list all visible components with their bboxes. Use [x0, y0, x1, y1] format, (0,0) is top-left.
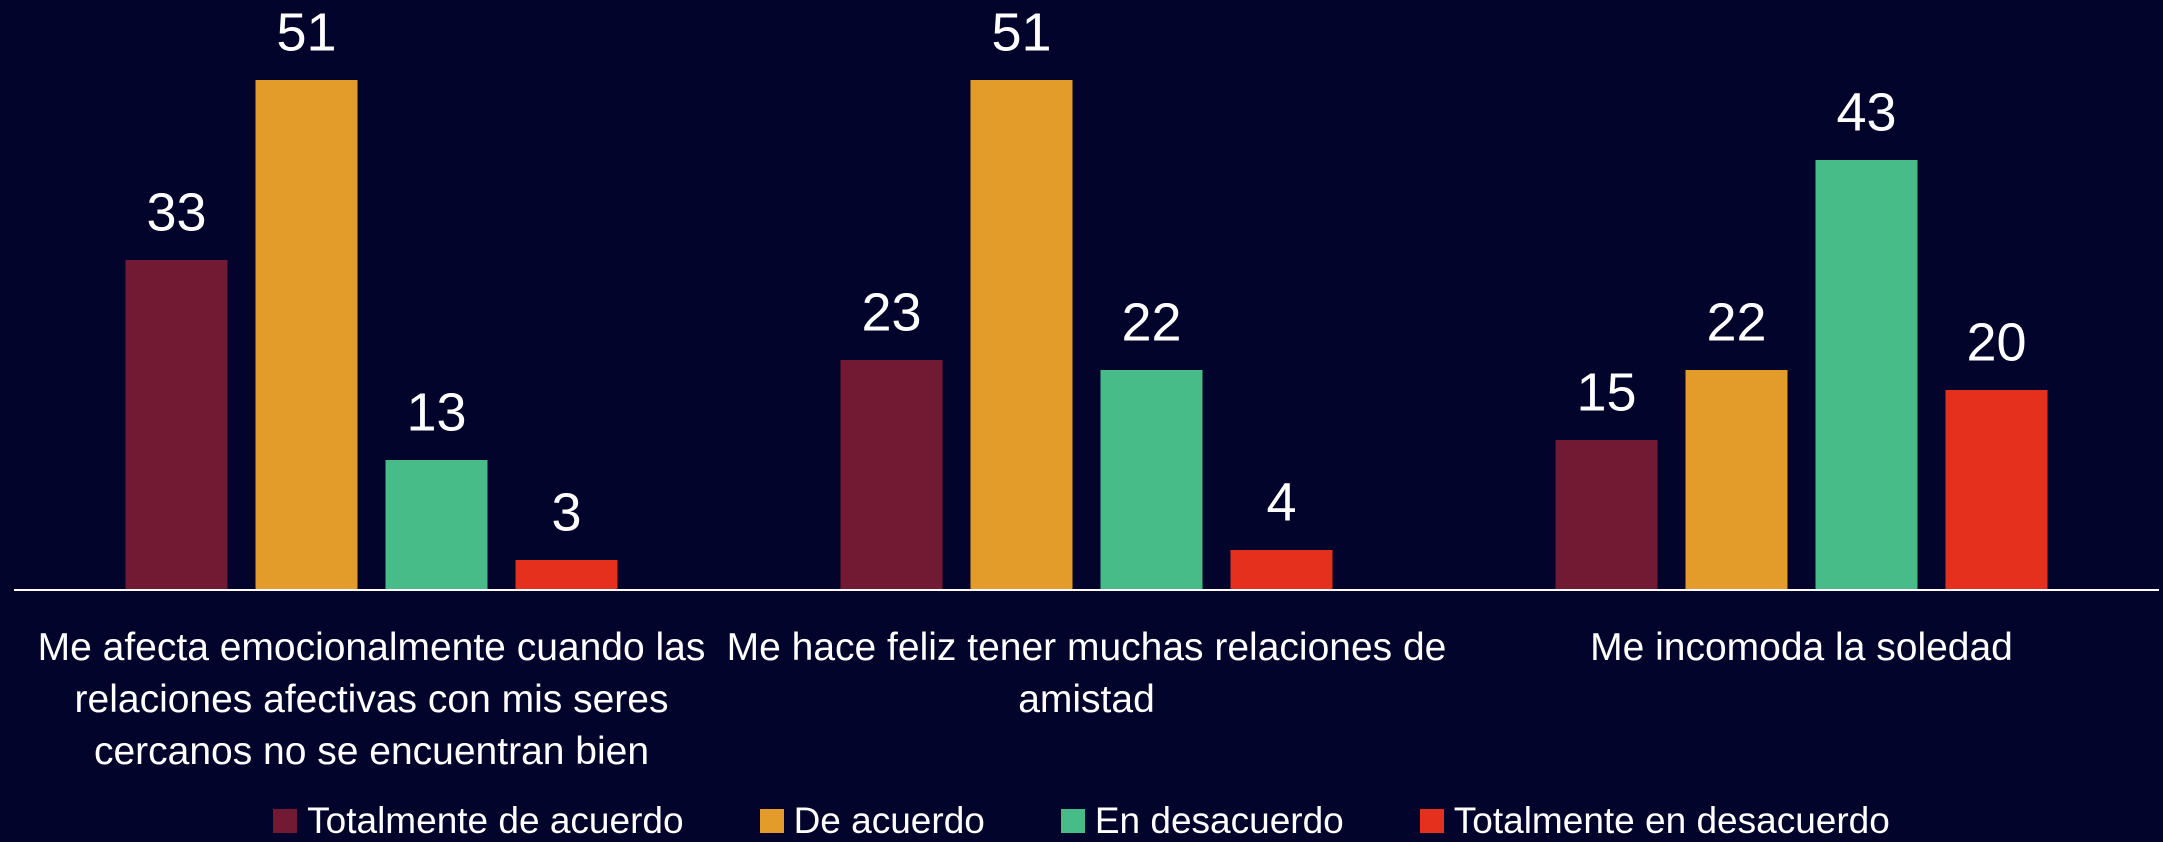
- legend-label: Totalmente en desacuerdo: [1453, 800, 1890, 841]
- value-label: 23: [861, 282, 921, 342]
- legend-label: De acuerdo: [793, 800, 985, 841]
- bar: [970, 80, 1073, 590]
- legend-label: En desacuerdo: [1094, 800, 1344, 841]
- bar: [385, 460, 488, 590]
- legend-label: Totalmente de acuerdo: [307, 800, 684, 841]
- value-label: 4: [1266, 472, 1296, 532]
- legend-item: En desacuerdo: [1060, 800, 1344, 842]
- bar: [255, 80, 358, 590]
- bar: [1230, 550, 1333, 590]
- legend: Totalmente de acuerdo De acuerdo En desacu…: [0, 800, 2163, 842]
- value-label: 51: [276, 2, 336, 62]
- legend-item: De acuerdo: [759, 800, 985, 842]
- value-label: 22: [1706, 292, 1766, 352]
- x-tick-label: Me hace feliz tener muchas relaciones de…: [726, 626, 1447, 721]
- bar: [1685, 370, 1788, 590]
- legend-swatch: [273, 809, 298, 833]
- value-label: 3: [551, 482, 581, 542]
- value-label: 22: [1121, 292, 1181, 352]
- legend-swatch: [1419, 809, 1444, 833]
- value-label: 20: [1966, 312, 2026, 372]
- x-tick-label: Me afecta emocionalmente cuando las rela…: [37, 626, 706, 773]
- x-tick-label: Me incomoda la soledad: [1590, 626, 2013, 669]
- legend-item: Totalmente de acuerdo: [273, 800, 684, 842]
- legend-item: Totalmente en desacuerdo: [1419, 800, 1890, 842]
- bar: [1555, 440, 1658, 590]
- legend-swatch: [1060, 809, 1085, 833]
- bar: [840, 360, 943, 590]
- value-label: 43: [1836, 82, 1896, 142]
- bar: [1100, 370, 1203, 590]
- bar: [1945, 390, 2048, 590]
- value-label: 13: [406, 382, 466, 442]
- legend-swatch: [759, 809, 784, 833]
- bar: [125, 260, 228, 590]
- value-label: 33: [146, 182, 206, 242]
- value-label: 15: [1576, 362, 1636, 422]
- bar: [515, 560, 618, 590]
- value-label: 51: [991, 2, 1051, 62]
- bar: [1815, 160, 1918, 590]
